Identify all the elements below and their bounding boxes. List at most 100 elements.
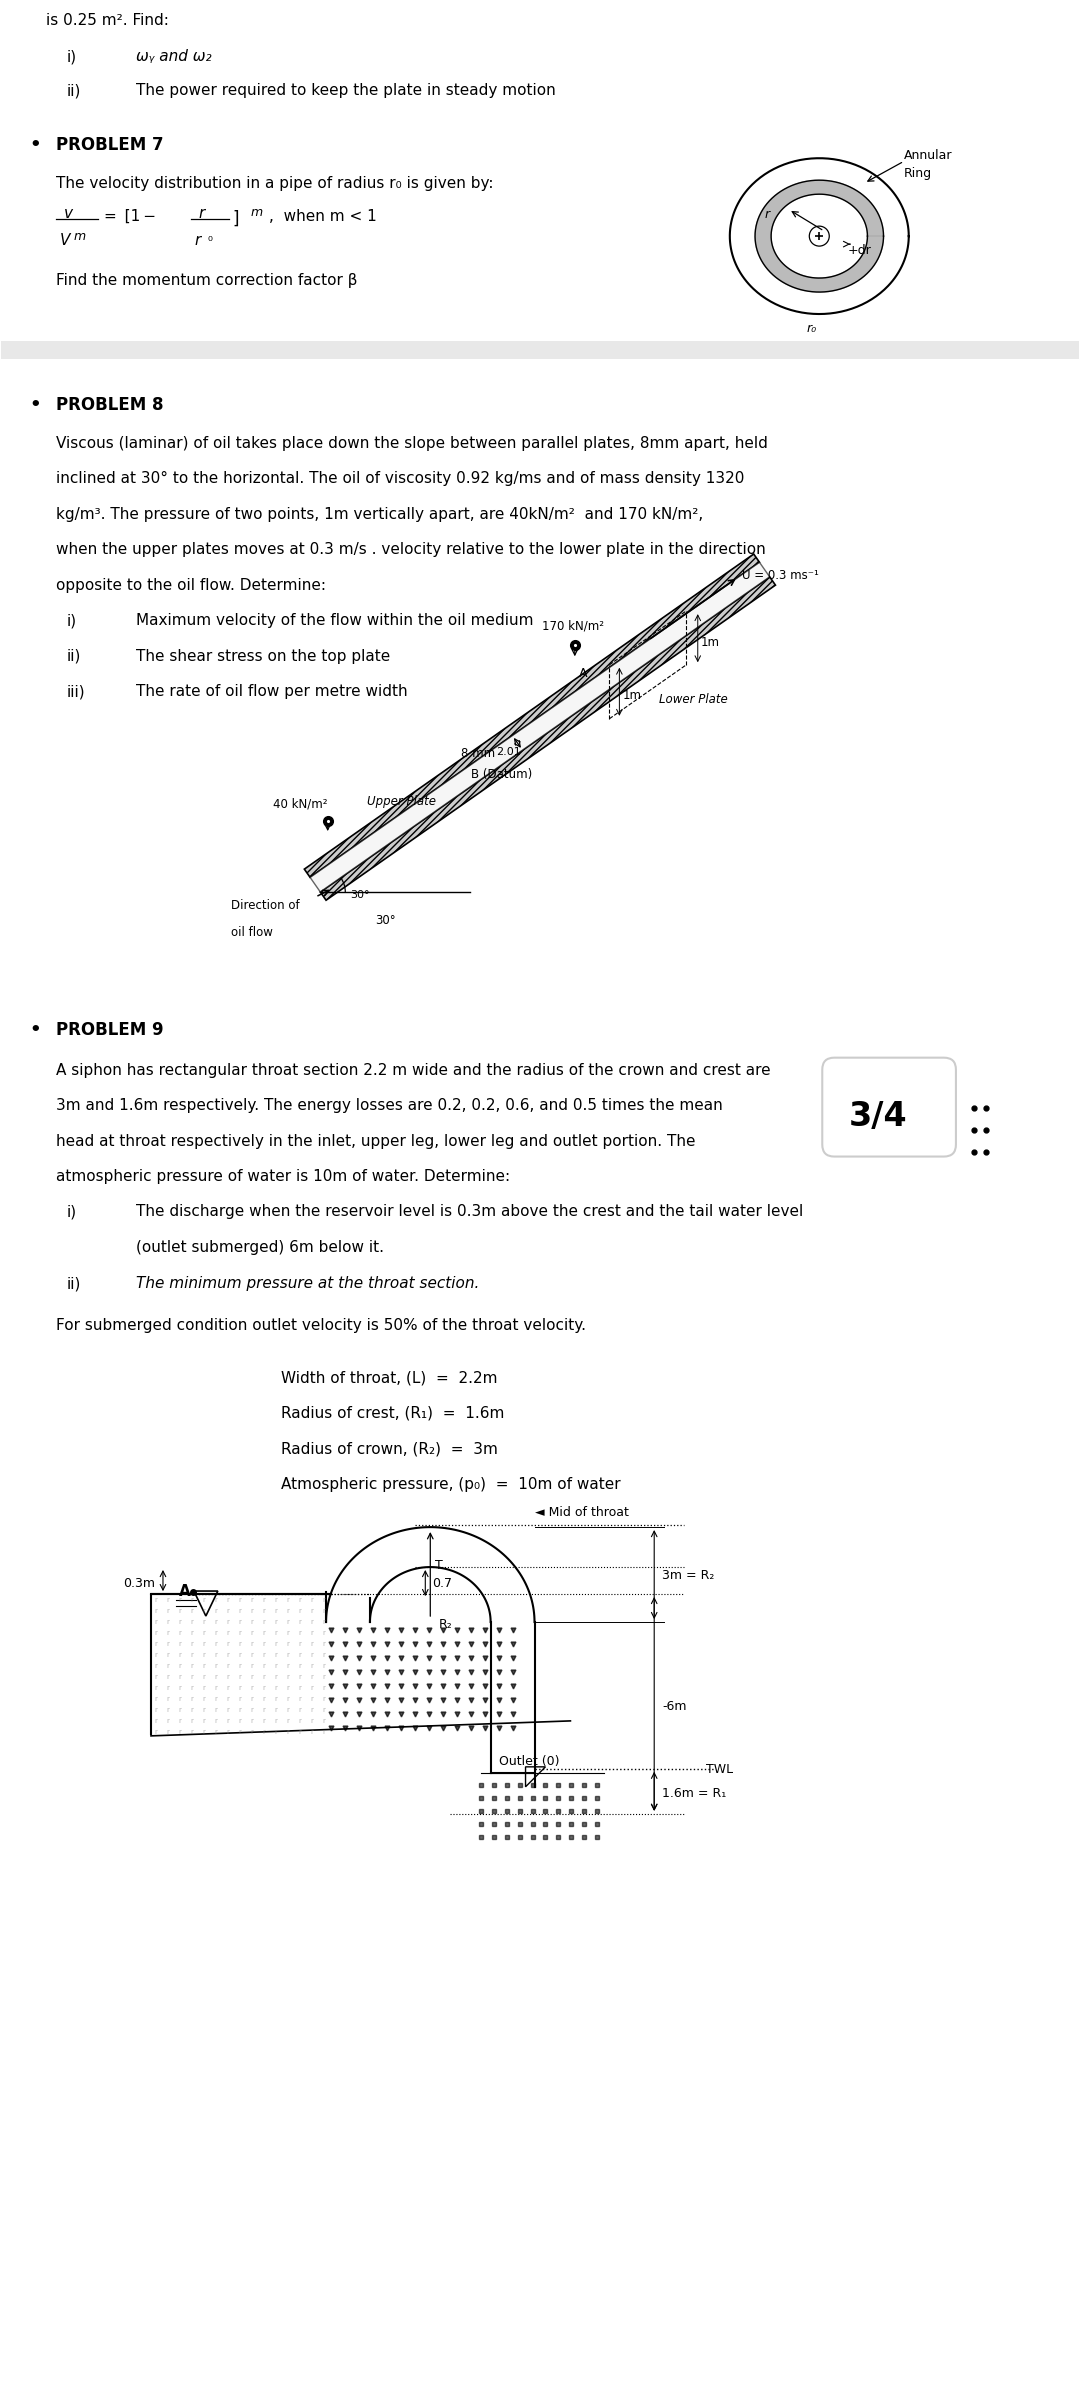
Text: r: r — [322, 1651, 325, 1658]
Text: r: r — [178, 1706, 181, 1714]
Text: r: r — [262, 1697, 266, 1702]
Text: r: r — [310, 1697, 313, 1702]
Text: r: r — [202, 1630, 205, 1637]
Text: r: r — [227, 1608, 229, 1615]
Text: r: r — [166, 1685, 170, 1692]
Text: 8 mm: 8 mm — [461, 746, 495, 761]
Text: r: r — [286, 1685, 289, 1692]
Text: r: r — [286, 1642, 289, 1646]
Text: r: r — [202, 1651, 205, 1658]
Text: m: m — [251, 206, 262, 218]
Text: r: r — [298, 1706, 301, 1714]
Text: TWL: TWL — [706, 1764, 733, 1776]
Text: r: r — [286, 1673, 289, 1680]
Polygon shape — [305, 554, 759, 878]
Text: r: r — [190, 1718, 193, 1723]
Text: r: r — [286, 1596, 289, 1603]
Text: r: r — [322, 1718, 325, 1723]
Text: r: r — [178, 1697, 181, 1702]
Text: r: r — [215, 1663, 217, 1668]
Text: r: r — [166, 1728, 170, 1735]
Text: r: r — [298, 1651, 301, 1658]
Text: iii): iii) — [66, 684, 85, 698]
Text: r: r — [190, 1728, 193, 1735]
Text: r: r — [239, 1718, 241, 1723]
Text: r: r — [239, 1706, 241, 1714]
Text: ,  when m < 1: , when m < 1 — [269, 209, 377, 223]
Text: r: r — [178, 1642, 181, 1646]
Text: r: r — [322, 1608, 325, 1615]
Text: r: r — [239, 1663, 241, 1668]
Text: r: r — [286, 1663, 289, 1668]
Text: V: V — [60, 233, 70, 247]
Text: r: r — [154, 1673, 158, 1680]
Text: 170 kN/m²: 170 kN/m² — [542, 619, 604, 631]
Text: r: r — [298, 1673, 301, 1680]
Text: 1m: 1m — [701, 636, 719, 648]
Text: r: r — [239, 1673, 241, 1680]
Text: The discharge when the reservoir level is 0.3m above the crest and the tail wate: The discharge when the reservoir level i… — [136, 1205, 804, 1219]
Text: r: r — [154, 1663, 158, 1668]
FancyBboxPatch shape — [822, 1058, 956, 1157]
Text: r: r — [154, 1630, 158, 1637]
Text: r: r — [322, 1620, 325, 1625]
Text: (outlet submerged) 6m below it.: (outlet submerged) 6m below it. — [136, 1241, 384, 1255]
Text: R₂: R₂ — [438, 1618, 453, 1632]
Text: m: m — [73, 230, 85, 242]
Text: r: r — [251, 1685, 253, 1692]
Text: r: r — [322, 1630, 325, 1637]
Text: r: r — [251, 1642, 253, 1646]
Text: r: r — [251, 1608, 253, 1615]
Text: r: r — [262, 1608, 266, 1615]
Text: ii): ii) — [66, 648, 81, 665]
Text: r: r — [166, 1642, 170, 1646]
Text: r: r — [765, 209, 770, 221]
Text: r: r — [322, 1663, 325, 1668]
Text: r: r — [154, 1718, 158, 1723]
Text: Upper Plate: Upper Plate — [367, 794, 436, 809]
Text: r: r — [239, 1620, 241, 1625]
Text: r: r — [274, 1728, 278, 1735]
Text: r: r — [262, 1718, 266, 1723]
Text: r: r — [310, 1673, 313, 1680]
Text: r: r — [239, 1642, 241, 1646]
Text: r: r — [251, 1728, 253, 1735]
Text: i): i) — [66, 1205, 77, 1219]
Text: r: r — [154, 1620, 158, 1625]
Text: 3m = R₂: 3m = R₂ — [662, 1570, 715, 1582]
Text: ii): ii) — [66, 1277, 81, 1291]
Bar — [1, 341, 1079, 360]
Text: r: r — [215, 1630, 217, 1637]
Text: r: r — [227, 1642, 229, 1646]
Text: r: r — [178, 1718, 181, 1723]
Text: r: r — [202, 1608, 205, 1615]
Text: head at throat respectively in the inlet, upper leg, lower leg and outlet portio: head at throat respectively in the inlet… — [56, 1133, 696, 1150]
Text: r: r — [154, 1728, 158, 1735]
Text: PROBLEM 9: PROBLEM 9 — [56, 1020, 164, 1039]
Text: r: r — [322, 1706, 325, 1714]
Text: r: r — [239, 1728, 241, 1735]
Text: Radius of crest, (R₁)  =  1.6m: Radius of crest, (R₁) = 1.6m — [281, 1406, 504, 1421]
Text: r: r — [215, 1642, 217, 1646]
Text: r: r — [202, 1728, 205, 1735]
Text: r: r — [274, 1697, 278, 1702]
Text: r: r — [190, 1673, 193, 1680]
Text: r: r — [298, 1685, 301, 1692]
Text: r: r — [178, 1673, 181, 1680]
Text: r: r — [274, 1673, 278, 1680]
Text: r: r — [178, 1596, 181, 1603]
Text: r: r — [227, 1697, 229, 1702]
Text: r: r — [310, 1596, 313, 1603]
Text: i): i) — [66, 612, 77, 629]
Text: ◄ Mid of throat: ◄ Mid of throat — [535, 1507, 629, 1519]
Text: r: r — [215, 1706, 217, 1714]
Text: A siphon has rectangular throat section 2.2 m wide and the radius of the crown a: A siphon has rectangular throat section … — [56, 1063, 771, 1078]
Text: r: r — [202, 1718, 205, 1723]
Text: The minimum pressure at the throat section.: The minimum pressure at the throat secti… — [136, 1277, 480, 1291]
Text: i): i) — [66, 50, 77, 65]
Text: inclined at 30° to the horizontal. The oil of viscosity 0.92 kg/ms and of mass d: inclined at 30° to the horizontal. The o… — [56, 470, 744, 487]
Text: r: r — [154, 1685, 158, 1692]
Text: r: r — [166, 1706, 170, 1714]
Text: r: r — [298, 1608, 301, 1615]
Text: 2.01: 2.01 — [496, 746, 521, 758]
